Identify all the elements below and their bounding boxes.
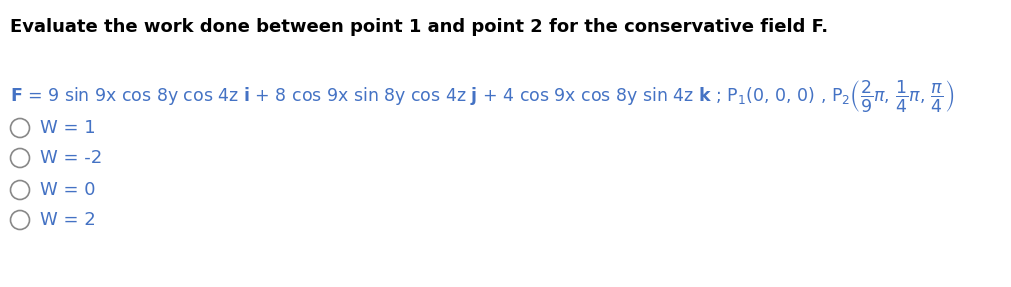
Text: W = 1: W = 1: [40, 119, 95, 137]
Text: W = 0: W = 0: [40, 181, 95, 199]
Text: $\mathbf{F}$ = 9 sin 9x cos 8y cos 4z $\mathbf{i}$ + 8 cos 9x sin 8y cos 4z $\ma: $\mathbf{F}$ = 9 sin 9x cos 8y cos 4z $\…: [10, 78, 953, 114]
Text: W = -2: W = -2: [40, 149, 102, 167]
Text: W = 2: W = 2: [40, 211, 96, 229]
Text: Evaluate the work done between point 1 and point 2 for the conservative field F.: Evaluate the work done between point 1 a…: [10, 18, 827, 36]
